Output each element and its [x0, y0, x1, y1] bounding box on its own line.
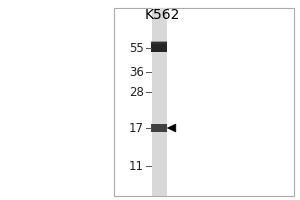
- Polygon shape: [167, 124, 176, 132]
- Text: 28: 28: [129, 86, 144, 98]
- FancyBboxPatch shape: [151, 124, 167, 132]
- Text: K562: K562: [144, 8, 180, 22]
- Text: 36: 36: [129, 66, 144, 78]
- FancyBboxPatch shape: [151, 41, 167, 44]
- Text: 11: 11: [129, 160, 144, 172]
- Text: 55: 55: [129, 42, 144, 54]
- Text: 17: 17: [129, 121, 144, 134]
- FancyBboxPatch shape: [114, 8, 294, 196]
- FancyBboxPatch shape: [151, 42, 167, 52]
- FancyBboxPatch shape: [152, 8, 166, 196]
